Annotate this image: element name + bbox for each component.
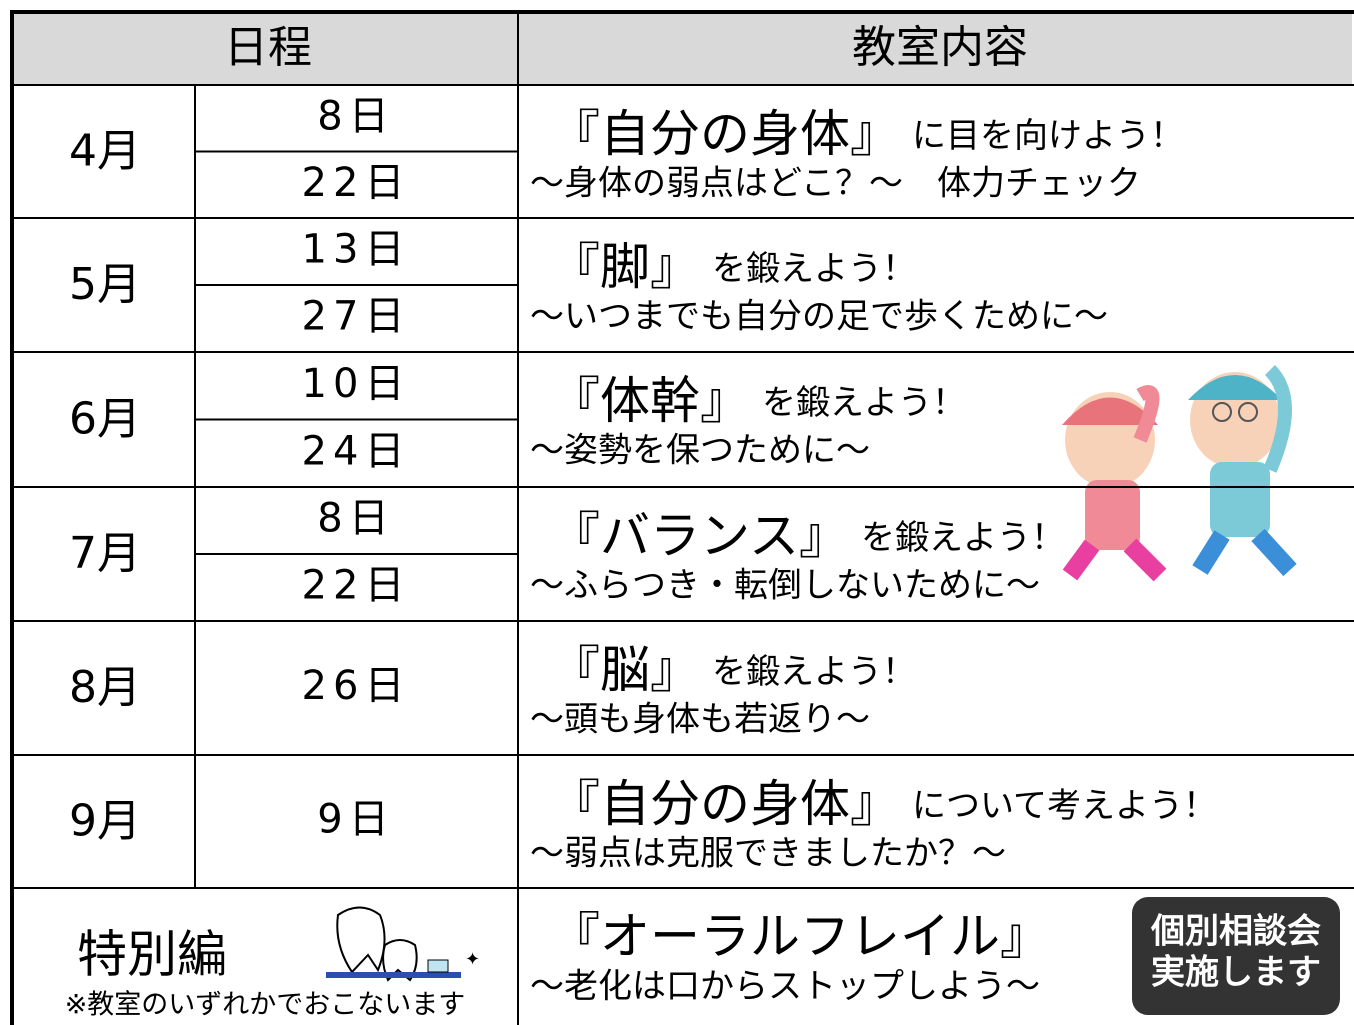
content-title: 『オーラルフレイル』 [550, 908, 1050, 966]
title: 『体幹』 [550, 372, 750, 430]
content-subtitle: ～いつまでも自分の足で歩くために～ [530, 297, 1108, 337]
title-suffix: について考えよう！ [912, 786, 1217, 826]
badge-line: 個別相談会 [1150, 912, 1321, 952]
header-content: 教室内容 [852, 22, 1028, 73]
day: 22日 [302, 160, 411, 206]
month: 8月 [69, 662, 141, 713]
title-suffix: を鍛えよう！ [762, 383, 966, 423]
content-subtitle: ～弱点は克服できましたか？～ [530, 834, 1006, 874]
month: 7月 [69, 528, 141, 579]
tooth-illustration: ✦ [326, 906, 480, 982]
content-subtitle: ～老化は口からストップしよう～ [530, 967, 1040, 1007]
special-label: 特別編 [77, 926, 227, 984]
header-schedule: 日程 [224, 22, 312, 73]
day: 9日 [317, 797, 394, 843]
day: 8日 [317, 93, 394, 139]
content-subtitle: ～身体の弱点はどこ？～ 体力チェック [530, 164, 1141, 204]
day: 22日 [302, 563, 411, 609]
grid [10, 10, 1354, 1025]
day: 27日 [302, 294, 411, 340]
month: 5月 [69, 259, 141, 310]
content-title: 『バランス』 を鍛えよう！ [550, 507, 1065, 565]
content-title: 『自分の身体』 について考えよう！ [550, 775, 1217, 833]
content-subtitle: ～ふらつき・転倒しないために～ [530, 566, 1040, 606]
month: 4月 [69, 126, 141, 177]
day: 8日 [317, 496, 394, 542]
title-suffix: を鍛えよう！ [712, 249, 916, 289]
content-subtitle: ～頭も身体も若返り～ [530, 700, 870, 740]
seniors-illustration [1062, 365, 1297, 582]
day: 10日 [302, 361, 411, 407]
month: 6月 [69, 394, 141, 445]
day: 24日 [302, 428, 411, 474]
title: 『自分の身体』 [550, 105, 900, 163]
badge-line: 実施します [1151, 953, 1321, 993]
title: 『脚』 [550, 238, 700, 296]
title: 『脳』 [550, 641, 700, 699]
title-suffix: を鍛えよう！ [712, 652, 916, 692]
content-title: 『脳』 を鍛えよう！ [550, 641, 916, 699]
title: 『バランス』 [550, 507, 849, 565]
title-suffix: を鍛えよう！ [861, 518, 1065, 558]
day: 26日 [302, 663, 411, 709]
content-title: 『自分の身体』 に目を向けよう！ [550, 105, 1184, 163]
content-title: 『脚』 を鍛えよう！ [550, 238, 916, 296]
special-note: ※教室のいずれかでおこないます [65, 990, 466, 1021]
content-title: 『体幹』 を鍛えよう！ [550, 372, 966, 430]
sparkle: ✦ [465, 949, 480, 970]
table-border [10, 10, 1354, 1025]
day: 13日 [302, 227, 411, 273]
title: 『自分の身体』 [550, 775, 900, 833]
content-subtitle: ～姿勢を保つために～ [530, 431, 870, 471]
title-suffix: に目を向けよう！ [912, 116, 1184, 156]
header-bg [12, 12, 1352, 85]
month: 9月 [69, 796, 141, 847]
badge [1132, 897, 1340, 1015]
